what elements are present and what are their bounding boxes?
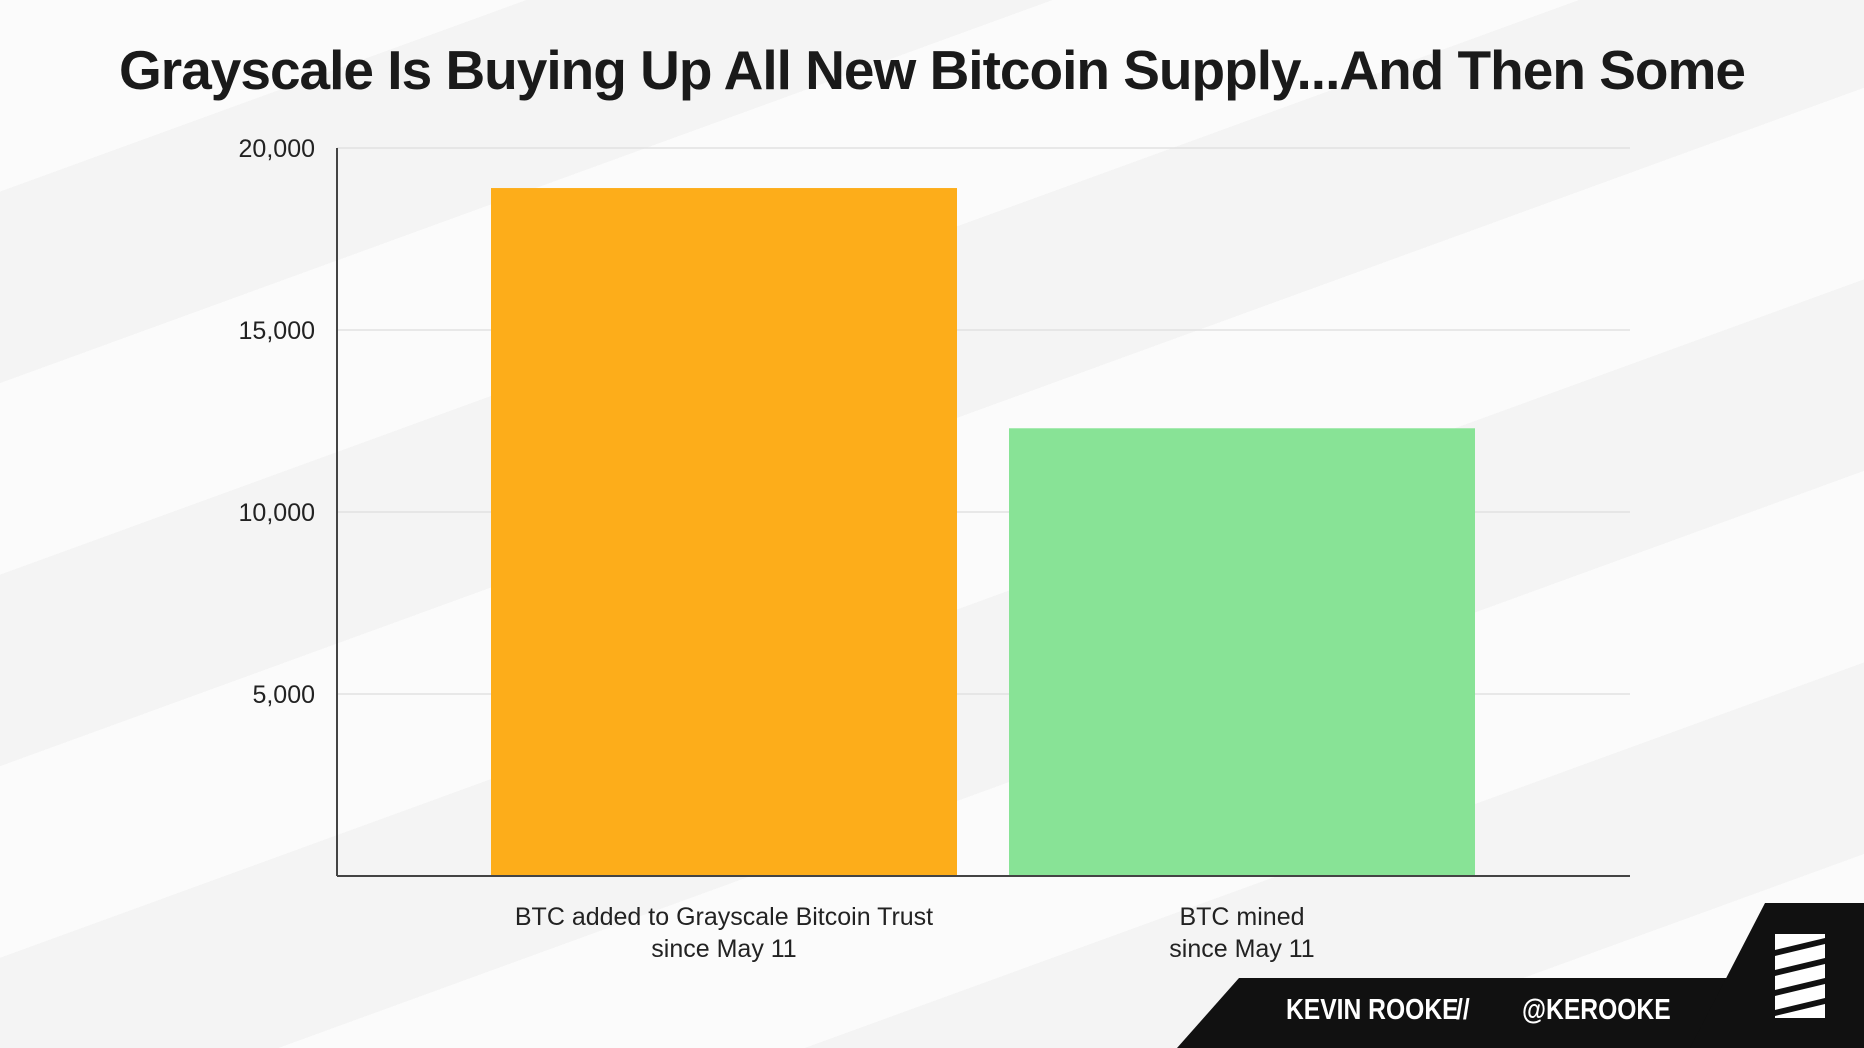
y-tick-label: 5,000 [252,681,315,709]
chart-title: Grayscale Is Buying Up All New Bitcoin S… [119,39,1746,101]
y-tick-label: 15,000 [239,317,315,345]
y-tick-label: 20,000 [239,135,315,163]
x-tick-label: BTC added to Grayscale Bitcoin Trust [515,903,933,931]
y-tick-label: 10,000 [239,499,315,527]
footer-handle: @KEROOKE [1522,994,1671,1026]
x-tick-label: since May 11 [651,935,796,963]
footer-author: KEVIN ROOKE [1286,994,1459,1026]
bar [1009,428,1475,876]
footer-separator: // [1456,994,1470,1026]
x-tick-label: BTC mined [1179,903,1304,931]
bar [491,188,957,877]
x-tick-label: since May 11 [1169,935,1314,963]
striped-square-logo-icon [1775,934,1825,1018]
